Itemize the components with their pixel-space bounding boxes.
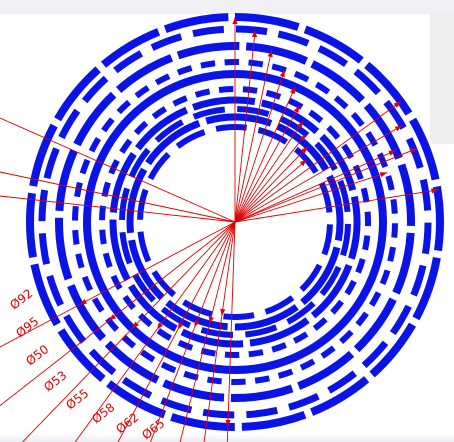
dimension-line-lower-6	[150, 221, 236, 442]
dimension-line-upper-9	[234, 146, 309, 223]
dimension-arrow-upper-1	[232, 17, 238, 24]
dimension-line-upper-6	[234, 105, 300, 223]
dimension-arrow-lower-9	[225, 419, 231, 427]
dimension-label: Ø50	[23, 342, 51, 368]
dimension-line-upper-7	[234, 120, 304, 223]
dimension-line-upper-13	[234, 150, 396, 223]
dimension-arrow-lower-6	[194, 320, 200, 328]
dimension-line-upper-3	[234, 49, 273, 223]
dimension-arrow-upper-11	[393, 101, 401, 108]
dimension-line-upper-4	[234, 69, 285, 223]
dimension-arrow-upper-7	[297, 120, 304, 129]
dimension-line-lower-9	[226, 221, 236, 442]
dimension-arrow-upper-13	[388, 150, 396, 156]
dimension-arrow-upper-5	[289, 86, 296, 95]
dimension-line-upper-10	[234, 159, 307, 223]
dimension-label: Ø55	[63, 386, 91, 412]
ring-2	[38, 25, 432, 419]
dimension-arrow-upper-4	[279, 69, 285, 78]
dimension-label: Ø62	[113, 410, 141, 436]
dimension-label: Ø53	[41, 368, 69, 394]
ring-7	[109, 96, 361, 348]
dimension-line-lower-4	[74, 221, 236, 442]
toolbar-strip	[0, 0, 454, 14]
dimension-arrow-lower-5	[177, 322, 184, 330]
dimension-arrow-upper-2	[251, 30, 258, 38]
dimension-line-upper-11	[234, 101, 402, 223]
dimension-arrow-lower-4	[156, 322, 164, 330]
dimension-arrow-lower-2	[108, 314, 117, 321]
dimension-label: Ø65	[139, 416, 167, 442]
ring-6	[99, 86, 371, 358]
dimension-arrow-upper-12	[394, 125, 403, 132]
dimension-line-lower-2	[0, 221, 236, 407]
dimension-label: Ø95	[13, 314, 41, 340]
dimension-line-lower-3	[21, 221, 236, 442]
leader-line-left-1	[0, 117, 236, 223]
side-panel-edge	[430, 14, 454, 144]
dimension-line-upper-5	[234, 86, 296, 223]
dimension-line-right-2	[234, 148, 417, 223]
dimension-arrow-upper-3	[267, 49, 273, 58]
dimension-arrow-lower-3	[132, 321, 139, 329]
dimension-arrow-lower-1	[79, 299, 88, 305]
dimension-line-upper-8	[234, 133, 307, 223]
dimension-label: Ø58	[89, 400, 117, 426]
dimension-arrow-upper-6	[293, 105, 300, 114]
leader-line-left-2	[0, 171, 236, 223]
dimension-line-upper-2	[234, 30, 256, 223]
dimension-arrow-lower-7	[208, 316, 214, 324]
ring-8	[118, 105, 351, 338]
dimension-line-lower-8	[203, 221, 236, 442]
dimension-arrow-lower-8	[220, 308, 226, 317]
bottom-edge	[0, 434, 454, 442]
dimension-arrow-right-2	[409, 148, 417, 154]
dimension-line-lower-7	[179, 221, 236, 442]
dimension-label: Ø92	[7, 286, 35, 312]
dimension-arrow-upper-9	[301, 146, 308, 154]
dimension-arrow-upper-8	[299, 134, 307, 142]
dimension-line-lower-5	[117, 221, 236, 442]
dimension-line-upper-14	[234, 172, 388, 223]
dimension-arrow-right-1	[431, 188, 439, 194]
dimension-line-right-1	[234, 189, 439, 223]
dimension-arrow-upper-14	[379, 172, 388, 178]
dimension-arrow-upper-10	[299, 159, 307, 167]
leader-line-left-3	[0, 195, 236, 223]
ring-4	[72, 59, 398, 385]
dimension-line-lower-1	[0, 221, 236, 348]
dimension-line-upper-12	[234, 125, 403, 223]
